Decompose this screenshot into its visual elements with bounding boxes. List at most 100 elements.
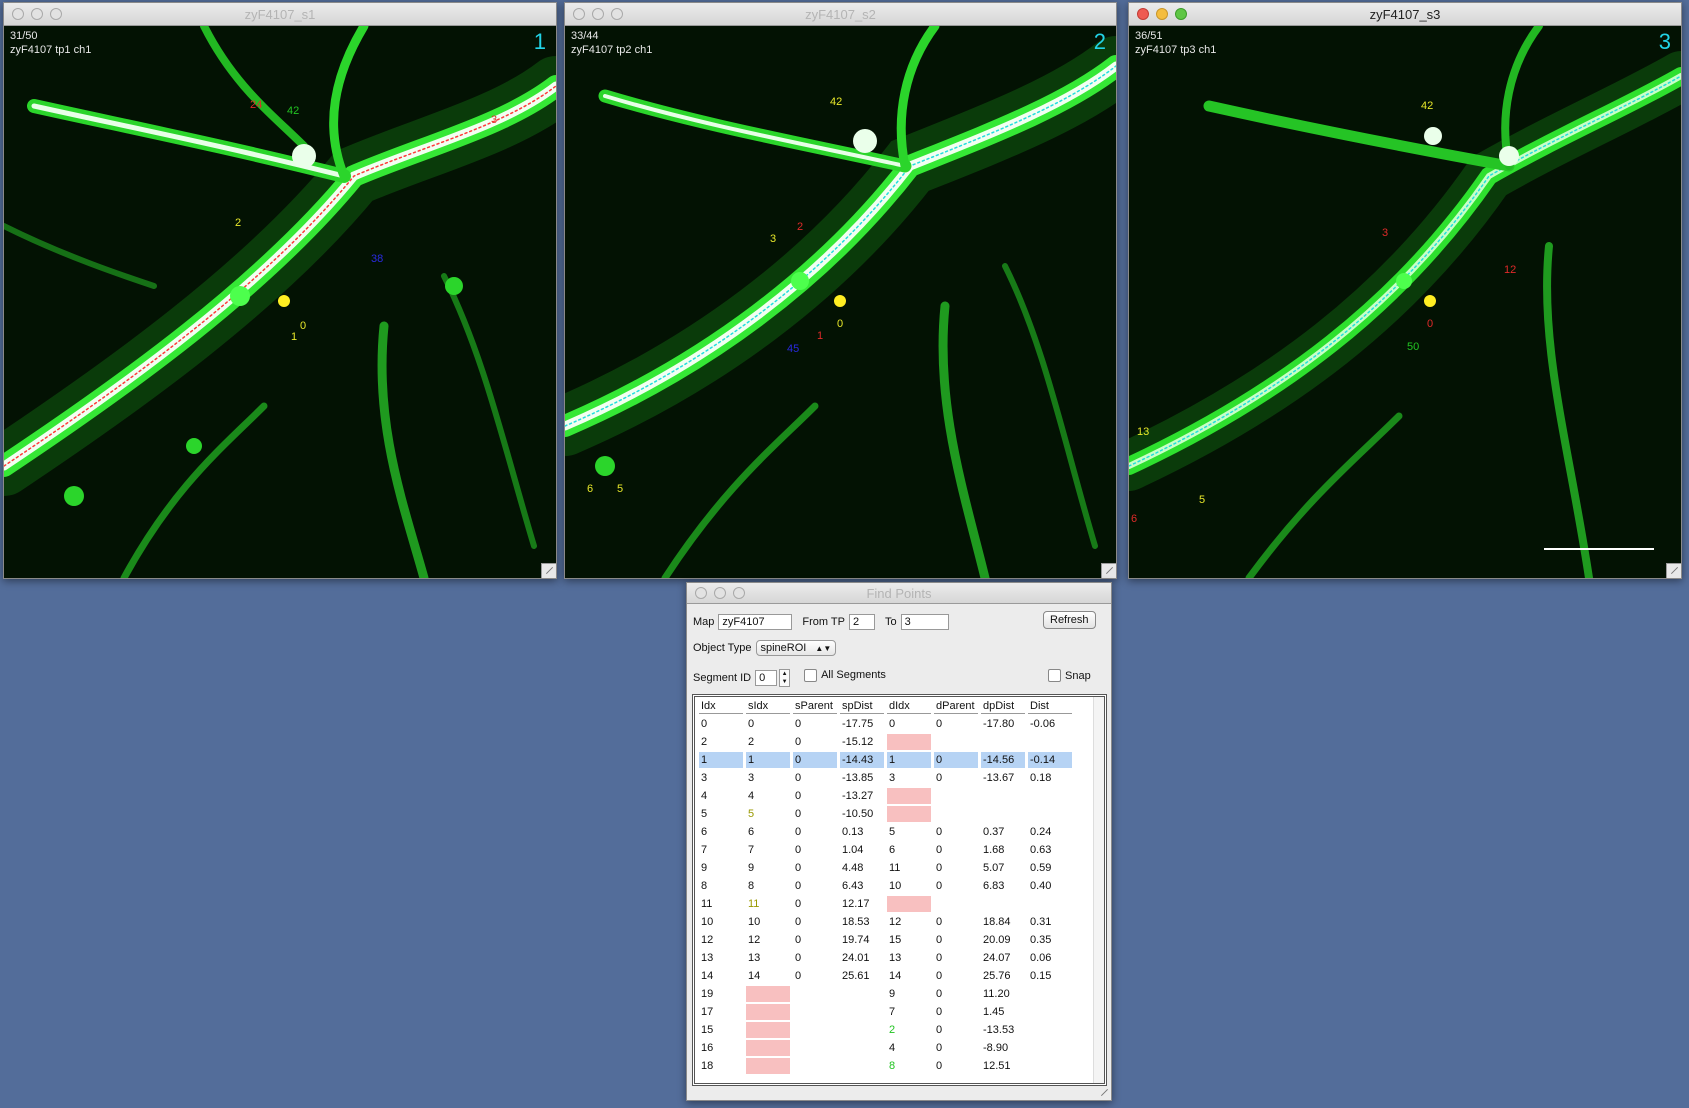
marker-label[interactable]: 1	[291, 331, 298, 343]
marker-label[interactable]: 6	[587, 483, 594, 495]
marker-label[interactable]: 0	[300, 320, 307, 332]
window-titlebar[interactable]: zyF4107_s3	[1129, 3, 1681, 26]
marker-label[interactable]: 3	[770, 233, 777, 245]
window-controls	[12, 8, 62, 20]
table-row[interactable]: 7 7 0 1.04 6 0 1.68 0.63	[699, 842, 1072, 858]
zoom-button[interactable]	[50, 8, 62, 20]
marker-label[interactable]: 50	[1407, 341, 1420, 353]
table-row[interactable]: 12 12 0 19.74 15 0 20.09 0.35	[699, 932, 1072, 948]
neuron-image[interactable]	[4, 26, 556, 578]
table-cell	[1028, 896, 1072, 912]
table-row[interactable]: 17 7 0 1.45	[699, 1004, 1072, 1020]
zoom-button[interactable]	[733, 587, 745, 599]
table-cell: 0.40	[1030, 880, 1052, 892]
map-field[interactable]: zyF4107	[718, 614, 793, 630]
marker-label[interactable]: 12	[1504, 264, 1517, 276]
zoom-button[interactable]	[1175, 8, 1187, 20]
marker-label[interactable]: 42	[830, 96, 843, 108]
table-row[interactable]: 15 2 0 -13.53	[699, 1022, 1072, 1038]
image-canvas[interactable]: 36/51 zyF4107 tp3 ch1 3 42 3 12 0 50 13 …	[1129, 26, 1681, 578]
column-header[interactable]: sParent	[793, 699, 837, 714]
column-header[interactable]: dpDist	[981, 699, 1025, 714]
image-canvas[interactable]: 31/50 zyF4107 tp1 ch1 1 42 24 2 0 1 38 3	[4, 26, 556, 578]
table-row[interactable]: 6 6 0 0.13 5 0 0.37 0.24	[699, 824, 1072, 840]
window-titlebar[interactable]: zyF4107_s1	[4, 3, 556, 26]
close-button[interactable]	[12, 8, 24, 20]
table-row[interactable]: 11 11 0 12.17	[699, 896, 1072, 912]
marker-label[interactable]: 0	[1427, 318, 1434, 330]
marker-label[interactable]: 6	[1131, 513, 1138, 525]
marker-label[interactable]: 13	[1137, 426, 1150, 438]
stepper-icon[interactable]: ▲ ▼	[779, 669, 791, 687]
table-row[interactable]: 2 2 0 -15.12	[699, 734, 1072, 750]
marker-label[interactable]: 3	[1382, 227, 1389, 239]
neuron-image[interactable]	[565, 26, 1116, 578]
column-header[interactable]: Dist	[1028, 699, 1072, 714]
marker-label[interactable]: 38	[371, 253, 384, 265]
marker-label[interactable]: 24	[250, 99, 263, 111]
close-button[interactable]	[695, 587, 707, 599]
resize-grip[interactable]	[541, 563, 556, 578]
points-table[interactable]: Idx sIdx sParent spDist dIdx dParent dpD…	[692, 694, 1107, 1086]
minimize-button[interactable]	[592, 8, 604, 20]
resize-grip[interactable]	[1666, 563, 1681, 578]
table-scrollbar[interactable]	[1093, 697, 1104, 1083]
minimize-button[interactable]	[1156, 8, 1168, 20]
table-cell: -13.67	[983, 772, 1015, 784]
marker-label[interactable]: 2	[797, 221, 804, 233]
marker-label[interactable]: 42	[287, 105, 300, 117]
table-row[interactable]: 4 4 0 -13.27	[699, 788, 1072, 804]
marker-label[interactable]: 0	[837, 318, 844, 330]
table-row[interactable]: 8 8 0 6.43 10 0 6.83 0.40	[699, 878, 1072, 894]
marker-label[interactable]: 42	[1421, 100, 1434, 112]
marker-label[interactable]: 5	[617, 483, 624, 495]
close-button[interactable]	[573, 8, 585, 20]
column-header[interactable]: Idx	[699, 699, 743, 714]
column-header[interactable]: dParent	[934, 699, 978, 714]
table-row[interactable]: 3 3 0 -13.85 3 0 -13.67 0.18	[699, 770, 1072, 786]
snap-checkbox[interactable]: Snap	[1048, 669, 1091, 682]
table-row[interactable]: 13 13 0 24.01 13 0 24.07 0.06	[699, 950, 1072, 966]
object-type-select[interactable]: spineROI ▲▼	[755, 640, 837, 656]
marker-label[interactable]: 1	[817, 330, 824, 342]
column-header[interactable]: spDist	[840, 699, 884, 714]
close-button[interactable]	[1137, 8, 1149, 20]
table-row[interactable]: 19 9 0 11.20	[699, 986, 1072, 1002]
table-row[interactable]: 18 8 0 12.51	[699, 1058, 1072, 1074]
marker-label[interactable]: 45	[787, 343, 800, 355]
all-segments-checkbox[interactable]: All Segments	[804, 668, 886, 682]
column-header[interactable]: dIdx	[887, 699, 931, 714]
table-row[interactable]: 9 9 0 4.48 11 0 5.07 0.59	[699, 860, 1072, 876]
table-row[interactable]: 14 14 0 25.61 14 0 25.76 0.15	[699, 968, 1072, 984]
checkbox-icon	[804, 668, 818, 682]
table-cell: 0	[936, 1024, 943, 1036]
column-header[interactable]: sIdx	[746, 699, 790, 714]
segment-id-field[interactable]: 0	[755, 670, 778, 686]
minimize-button[interactable]	[31, 8, 43, 20]
minimize-button[interactable]	[714, 587, 726, 599]
marker-label[interactable]: 2	[235, 217, 242, 229]
table-row[interactable]: 10 10 0 18.53 12 0 18.84 0.31	[699, 914, 1072, 930]
image-window-3[interactable]: zyF4107_s3 36/51 zyF4107 tp3 ch1	[1128, 2, 1682, 579]
window-titlebar[interactable]: zyF4107_s2	[565, 3, 1116, 26]
neuron-image[interactable]	[1129, 26, 1681, 578]
table-row[interactable]: 5 5 0 -10.50	[699, 806, 1072, 822]
window-titlebar[interactable]: Find Points	[687, 583, 1111, 604]
table-cell: 0	[936, 934, 943, 946]
table-row[interactable]: 0 0 0 -17.75 0 0 -17.80 -0.06	[699, 716, 1072, 732]
image-window-1[interactable]: zyF4107_s1	[3, 2, 557, 579]
find-points-window[interactable]: Find Points Map zyF4107 From TP 2 To 3 R…	[686, 582, 1112, 1101]
to-field[interactable]: 3	[900, 614, 949, 630]
refresh-button[interactable]: Refresh	[1043, 611, 1096, 629]
resize-grip[interactable]	[1101, 563, 1116, 578]
table-row[interactable]: 1 1 0 -14.43 1 0 -14.56 -0.14	[699, 752, 1072, 768]
marker-label[interactable]: 5	[1199, 494, 1206, 506]
table-row[interactable]: 16 4 0 -8.90	[699, 1040, 1072, 1056]
marker-label[interactable]: 3	[491, 114, 498, 126]
image-canvas[interactable]: 33/44 zyF4107 tp2 ch1 2 42 3 2 0 1 45 6 …	[565, 26, 1116, 578]
zoom-button[interactable]	[611, 8, 623, 20]
table-cell	[981, 896, 1025, 912]
resize-grip[interactable]	[1097, 1086, 1111, 1100]
image-window-2[interactable]: zyF4107_s2 33/44 zyF4107 tp2	[564, 2, 1117, 579]
from-tp-field[interactable]: 2	[848, 614, 875, 630]
